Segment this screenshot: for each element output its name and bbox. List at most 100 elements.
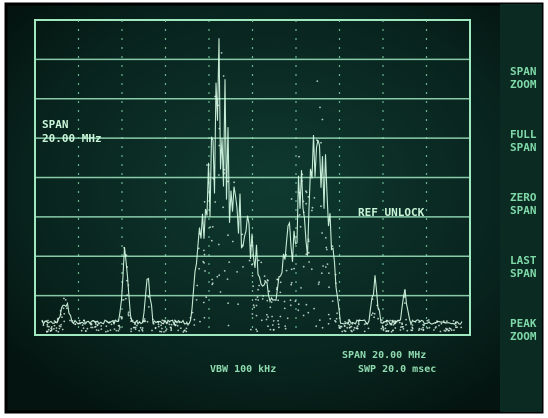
trace-dot (193, 318, 196, 321)
trace-dot (298, 191, 301, 194)
trace-dot (141, 330, 144, 332)
trace-dot (113, 319, 115, 322)
trace-dot (279, 281, 282, 284)
trace-dot (328, 286, 330, 289)
trace-dot (55, 329, 58, 332)
trace-dot (427, 319, 430, 321)
trace-dot (277, 299, 280, 302)
screen (4, 2, 544, 414)
trace-dot (49, 330, 52, 332)
trace-dot (113, 322, 115, 324)
trace-dot (97, 329, 100, 332)
trace-dot (83, 319, 85, 322)
trace-dot (191, 311, 194, 314)
trace-dot (250, 328, 252, 331)
trace-dot (325, 246, 328, 249)
trace-dot (371, 298, 374, 300)
trace-dot (319, 106, 321, 109)
softkey-label: SPAN (510, 204, 537, 217)
trace-dot (206, 164, 208, 166)
trace-dot (278, 326, 280, 329)
trace-dot (302, 211, 305, 214)
trace-dot (166, 322, 169, 324)
trace-dot (298, 214, 301, 216)
trace-dot (290, 283, 293, 286)
trace-dot (272, 328, 275, 331)
trace-dot (460, 326, 463, 329)
trace-dot (136, 319, 139, 322)
trace-dot (260, 319, 263, 322)
trace-dot (301, 180, 303, 182)
trace-dot (267, 316, 269, 318)
trace-dot (447, 329, 450, 332)
trace-dot (390, 330, 393, 333)
trace-dot (226, 180, 229, 183)
trace-dot (197, 247, 200, 250)
trace-dot (105, 330, 107, 333)
trace-dot (223, 168, 226, 171)
trace-dot (193, 324, 196, 326)
trace-dot (455, 322, 457, 325)
trace-dot (176, 324, 179, 327)
trace-dot (252, 285, 255, 288)
trace-dot (377, 317, 379, 320)
trace-dot (53, 324, 56, 327)
trace-dot (205, 296, 208, 299)
trace-dot (170, 326, 172, 329)
softkey-label: SPAN (510, 267, 537, 280)
trace-dot (290, 198, 293, 200)
trace-dot (284, 327, 287, 330)
trace-dot (305, 303, 308, 306)
status: REF UNLOCK (358, 206, 425, 219)
trace-dot (131, 319, 134, 322)
trace-dot (159, 330, 161, 333)
trace-dot (63, 320, 66, 323)
trace-dot (202, 260, 205, 263)
trace-dot (148, 306, 150, 308)
trace-dot (138, 321, 141, 324)
trace-dot (324, 236, 327, 239)
trace-dot (177, 329, 180, 332)
trace-dot (299, 225, 302, 228)
trace-dot (338, 324, 340, 327)
trace-dot (59, 309, 62, 312)
trace-dot (79, 322, 82, 325)
trace-dot (228, 261, 231, 263)
trace-dot (123, 246, 125, 249)
trace-dot (321, 118, 324, 121)
trace-dot (382, 329, 385, 332)
softkey-label: FULL (510, 128, 537, 141)
trace-dot (316, 139, 318, 142)
trace-dot (45, 320, 47, 323)
trace-dot (311, 209, 313, 212)
trace-dot (454, 324, 457, 327)
trace-dot (392, 329, 394, 332)
trace-dot (373, 312, 376, 315)
trace-dot (418, 321, 420, 323)
trace-dot (386, 319, 388, 322)
trace-dot (290, 281, 293, 284)
trace-dot (69, 319, 71, 322)
trace-dot (405, 318, 407, 321)
trace-dot (404, 294, 407, 296)
trace-dot (143, 318, 146, 320)
trace-dot (307, 196, 310, 198)
trace-dot (212, 177, 215, 180)
trace-dot (41, 320, 44, 323)
trace-dot (271, 324, 274, 326)
trace-dot (328, 272, 330, 274)
trace-dot (394, 327, 397, 329)
trace-dot (203, 253, 206, 256)
trace-dot (313, 307, 315, 310)
trace-dot (173, 319, 176, 322)
footer-sweep: SWP 20.0 msec (358, 364, 436, 375)
trace-dot (165, 328, 168, 330)
trace-dot (380, 327, 383, 330)
trace-dot (307, 311, 310, 314)
trace-dot (439, 330, 442, 333)
trace-dot (130, 320, 133, 323)
trace-dot (327, 322, 330, 325)
trace-dot (391, 319, 393, 322)
trace-dot (365, 322, 367, 325)
trace-dot (90, 326, 92, 329)
